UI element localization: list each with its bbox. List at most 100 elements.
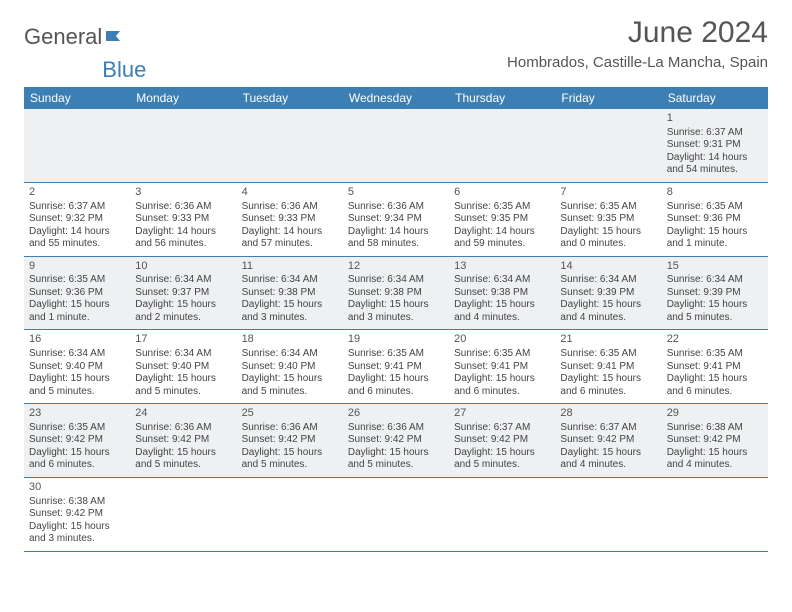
daylight-text: Daylight: 15 hours and 5 minutes. [348, 447, 444, 472]
sunset-text: Sunset: 9:39 PM [667, 287, 763, 300]
sunset-text: Sunset: 9:42 PM [348, 434, 444, 447]
calendar-empty-cell [24, 109, 130, 182]
weekday-header: Wednesday [343, 87, 449, 109]
sunrise-text: Sunrise: 6:37 AM [667, 127, 763, 140]
weekday-header: Thursday [449, 87, 555, 109]
day-number: 19 [348, 333, 444, 347]
sunrise-text: Sunrise: 6:35 AM [29, 422, 125, 435]
calendar-empty-cell [555, 477, 661, 551]
sunset-text: Sunset: 9:36 PM [667, 213, 763, 226]
calendar-day-cell: 3Sunrise: 6:36 AMSunset: 9:33 PMDaylight… [130, 182, 236, 256]
calendar-day-cell: 8Sunrise: 6:35 AMSunset: 9:36 PMDaylight… [662, 182, 768, 256]
sunrise-text: Sunrise: 6:35 AM [560, 201, 656, 214]
calendar-week-row: 23Sunrise: 6:35 AMSunset: 9:42 PMDayligh… [24, 404, 768, 478]
daylight-text: Daylight: 15 hours and 5 minutes. [135, 447, 231, 472]
day-number: 16 [29, 333, 125, 347]
sunset-text: Sunset: 9:42 PM [29, 508, 125, 521]
calendar-empty-cell [555, 109, 661, 182]
daylight-text: Daylight: 15 hours and 5 minutes. [242, 373, 338, 398]
calendar-empty-cell [130, 477, 236, 551]
calendar-day-cell: 24Sunrise: 6:36 AMSunset: 9:42 PMDayligh… [130, 404, 236, 478]
calendar-empty-cell [237, 109, 343, 182]
sunset-text: Sunset: 9:42 PM [667, 434, 763, 447]
sunset-text: Sunset: 9:35 PM [454, 213, 550, 226]
sunset-text: Sunset: 9:38 PM [454, 287, 550, 300]
logo-line2: GeneralBlue [24, 57, 768, 83]
daylight-text: Daylight: 14 hours and 57 minutes. [242, 226, 338, 251]
sunrise-text: Sunrise: 6:34 AM [242, 348, 338, 361]
sunrise-text: Sunrise: 6:35 AM [667, 201, 763, 214]
day-number: 17 [135, 333, 231, 347]
calendar-empty-cell [237, 477, 343, 551]
daylight-text: Daylight: 15 hours and 5 minutes. [135, 373, 231, 398]
sunrise-text: Sunrise: 6:35 AM [348, 348, 444, 361]
daylight-text: Daylight: 15 hours and 4 minutes. [667, 447, 763, 472]
month-title: June 2024 [507, 16, 768, 50]
daylight-text: Daylight: 15 hours and 6 minutes. [560, 373, 656, 398]
flag-icon [106, 29, 126, 45]
sunrise-text: Sunrise: 6:34 AM [135, 274, 231, 287]
calendar-day-cell: 2Sunrise: 6:37 AMSunset: 9:32 PMDaylight… [24, 182, 130, 256]
calendar-day-cell: 10Sunrise: 6:34 AMSunset: 9:37 PMDayligh… [130, 256, 236, 330]
weekday-header-row: Sunday Monday Tuesday Wednesday Thursday… [24, 87, 768, 109]
day-number: 5 [348, 186, 444, 200]
sunset-text: Sunset: 9:33 PM [242, 213, 338, 226]
calendar-empty-cell [130, 109, 236, 182]
calendar-day-cell: 28Sunrise: 6:37 AMSunset: 9:42 PMDayligh… [555, 404, 661, 478]
day-number: 30 [29, 481, 125, 495]
calendar-day-cell: 13Sunrise: 6:34 AMSunset: 9:38 PMDayligh… [449, 256, 555, 330]
sunrise-text: Sunrise: 6:36 AM [135, 201, 231, 214]
sunset-text: Sunset: 9:41 PM [667, 361, 763, 374]
sunrise-text: Sunrise: 6:38 AM [29, 496, 125, 509]
logo: General [24, 24, 126, 50]
daylight-text: Daylight: 15 hours and 2 minutes. [135, 299, 231, 324]
sunrise-text: Sunrise: 6:35 AM [560, 348, 656, 361]
calendar-day-cell: 14Sunrise: 6:34 AMSunset: 9:39 PMDayligh… [555, 256, 661, 330]
weekday-header: Tuesday [237, 87, 343, 109]
sunrise-text: Sunrise: 6:34 AM [135, 348, 231, 361]
daylight-text: Daylight: 15 hours and 3 minutes. [242, 299, 338, 324]
daylight-text: Daylight: 14 hours and 58 minutes. [348, 226, 444, 251]
day-number: 15 [667, 260, 763, 274]
daylight-text: Daylight: 15 hours and 5 minutes. [667, 299, 763, 324]
sunrise-text: Sunrise: 6:38 AM [667, 422, 763, 435]
calendar-day-cell: 4Sunrise: 6:36 AMSunset: 9:33 PMDaylight… [237, 182, 343, 256]
sunset-text: Sunset: 9:40 PM [135, 361, 231, 374]
sunset-text: Sunset: 9:37 PM [135, 287, 231, 300]
daylight-text: Daylight: 15 hours and 1 minute. [29, 299, 125, 324]
day-number: 23 [29, 407, 125, 421]
sunset-text: Sunset: 9:35 PM [560, 213, 656, 226]
sunrise-text: Sunrise: 6:34 AM [348, 274, 444, 287]
calendar-day-cell: 22Sunrise: 6:35 AMSunset: 9:41 PMDayligh… [662, 330, 768, 404]
day-number: 9 [29, 260, 125, 274]
daylight-text: Daylight: 15 hours and 3 minutes. [29, 521, 125, 546]
daylight-text: Daylight: 15 hours and 4 minutes. [560, 299, 656, 324]
sunrise-text: Sunrise: 6:35 AM [454, 348, 550, 361]
calendar-week-row: 16Sunrise: 6:34 AMSunset: 9:40 PMDayligh… [24, 330, 768, 404]
sunset-text: Sunset: 9:42 PM [242, 434, 338, 447]
day-number: 25 [242, 407, 338, 421]
day-number: 21 [560, 333, 656, 347]
sunrise-text: Sunrise: 6:37 AM [29, 201, 125, 214]
sunset-text: Sunset: 9:42 PM [135, 434, 231, 447]
calendar-day-cell: 1Sunrise: 6:37 AMSunset: 9:31 PMDaylight… [662, 109, 768, 182]
sunrise-text: Sunrise: 6:34 AM [29, 348, 125, 361]
daylight-text: Daylight: 14 hours and 59 minutes. [454, 226, 550, 251]
sunrise-text: Sunrise: 6:34 AM [454, 274, 550, 287]
daylight-text: Daylight: 15 hours and 5 minutes. [454, 447, 550, 472]
sunrise-text: Sunrise: 6:35 AM [667, 348, 763, 361]
day-number: 13 [454, 260, 550, 274]
calendar-empty-cell [343, 109, 449, 182]
day-number: 1 [667, 112, 763, 126]
sunrise-text: Sunrise: 6:36 AM [348, 422, 444, 435]
calendar-day-cell: 5Sunrise: 6:36 AMSunset: 9:34 PMDaylight… [343, 182, 449, 256]
calendar-week-row: 1Sunrise: 6:37 AMSunset: 9:31 PMDaylight… [24, 109, 768, 182]
sunset-text: Sunset: 9:31 PM [667, 139, 763, 152]
day-number: 24 [135, 407, 231, 421]
calendar-day-cell: 23Sunrise: 6:35 AMSunset: 9:42 PMDayligh… [24, 404, 130, 478]
daylight-text: Daylight: 15 hours and 3 minutes. [348, 299, 444, 324]
sunrise-text: Sunrise: 6:34 AM [667, 274, 763, 287]
calendar-week-row: 30Sunrise: 6:38 AMSunset: 9:42 PMDayligh… [24, 477, 768, 551]
day-number: 2 [29, 186, 125, 200]
calendar-day-cell: 12Sunrise: 6:34 AMSunset: 9:38 PMDayligh… [343, 256, 449, 330]
